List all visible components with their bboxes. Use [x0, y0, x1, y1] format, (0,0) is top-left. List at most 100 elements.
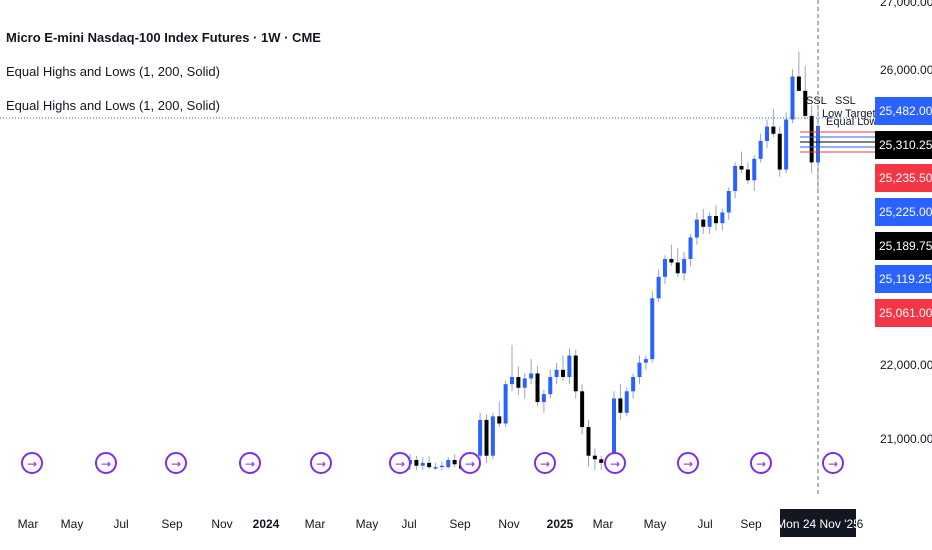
candle-body: [643, 359, 648, 363]
price-label-text: 25,235.50: [879, 171, 932, 185]
candle-body: [790, 76, 795, 120]
candle-body: [535, 373, 540, 403]
event-icon: →: [165, 452, 187, 474]
candle-body: [427, 462, 432, 468]
candle-body: [452, 459, 457, 465]
candle-body: [510, 377, 514, 385]
event-icon-circle: [750, 452, 772, 474]
event-icon-circle: [165, 452, 187, 474]
x-tick-label: 6: [857, 517, 864, 531]
candle-body: [439, 465, 444, 468]
indicator-label-1[interactable]: Equal Highs and Lows (1, 200, Solid): [6, 64, 220, 79]
event-icon-glyph: →: [756, 457, 766, 471]
event-icon-glyph: →: [171, 457, 181, 471]
event-icon-glyph: →: [610, 457, 620, 471]
y-axis: 27,000.00 26,000.00 22,000.00 21,000.00 25,4…: [875, 0, 932, 446]
event-icon: →: [239, 452, 261, 474]
candle-body: [580, 391, 585, 428]
candle-body: [414, 459, 419, 466]
candle-body: [561, 369, 565, 377]
event-icon: →: [677, 452, 699, 474]
candle-body: [663, 258, 667, 277]
annotation-label: SSL: [806, 95, 827, 107]
candle-body: [592, 455, 597, 460]
candle-body: [490, 416, 495, 456]
y-tick-label: 22,000.00: [880, 358, 932, 372]
candle-body: [796, 76, 801, 91]
x-tick-label: May: [356, 517, 379, 531]
x-tick-label: Mar: [18, 517, 39, 531]
candle-body: [541, 394, 546, 403]
candles-layer: [408, 51, 820, 470]
candle-body: [503, 384, 508, 424]
price-label: 25,189.75: [875, 232, 932, 260]
indicator-label-2[interactable]: Equal Highs and Lows (1, 200, Solid): [6, 98, 220, 113]
candle-body: [573, 355, 578, 392]
event-icon-glyph: →: [101, 457, 111, 471]
candle-body: [816, 125, 820, 163]
candle-body: [733, 165, 738, 191]
event-icon-glyph: →: [683, 457, 693, 471]
chart-title: Micro E-mini Nasdaq-100 Index Futures · …: [6, 30, 321, 45]
candle-body: [420, 462, 425, 466]
price-label-bg: [875, 299, 932, 327]
price-label-text: 25,119.25: [879, 272, 932, 286]
event-icon-circle: [310, 452, 332, 474]
event-icon: →: [822, 452, 844, 474]
candle-body: [694, 219, 699, 238]
annotation-label: Low Target: [822, 108, 876, 120]
y-tick-label: 21,000.00: [880, 432, 932, 446]
candle-body: [446, 459, 451, 468]
event-icon: →: [604, 452, 626, 474]
candle-body: [624, 391, 629, 413]
candle-body: [522, 378, 527, 388]
x-tick-label: Sep: [161, 517, 183, 531]
event-icon-circle: [822, 452, 844, 474]
candle-body: [777, 133, 782, 170]
event-icon-circle: [389, 452, 411, 474]
x-tick-label: Nov: [211, 517, 232, 531]
x-tick-label: May: [61, 517, 84, 531]
candle-body: [586, 427, 591, 456]
event-icon-glyph: →: [828, 457, 838, 471]
candle-body: [714, 216, 718, 224]
price-label: 25,061.00: [875, 299, 932, 327]
event-icon: →: [310, 452, 332, 474]
x-tick-label: Mar: [593, 517, 614, 531]
candle-body: [701, 219, 706, 227]
event-icon-glyph: →: [540, 457, 550, 471]
annotation-label: SSL: [835, 95, 856, 107]
price-label-text: 25,061.00: [879, 306, 932, 320]
candle-body: [548, 377, 553, 395]
y-tick-label: 26,000.00: [880, 63, 932, 77]
event-icon-circle: [604, 452, 626, 474]
event-icon-circle: [534, 452, 556, 474]
x-tick-label: Jul: [113, 517, 128, 531]
candle-body: [433, 467, 438, 469]
x-tick-label: Sep: [449, 517, 471, 531]
x-tick-label: 2025: [547, 517, 574, 531]
event-icon: →: [750, 452, 772, 474]
crosshair-date-label: Mon 24 Nov '25: [776, 517, 860, 531]
x-tick-label: 2024: [253, 517, 280, 531]
event-icon-glyph: →: [245, 457, 255, 471]
price-label-bg: [875, 198, 932, 226]
price-label: 25,310.25: [875, 131, 932, 159]
candle-body: [529, 373, 534, 379]
price-label-text: 25,310.25: [879, 138, 932, 152]
event-icon: →: [459, 452, 481, 474]
event-icon-circle: [239, 452, 261, 474]
candle-body: [688, 237, 693, 259]
candle-body: [516, 377, 521, 388]
price-label-bg: [875, 232, 932, 260]
x-tick-label: May: [644, 517, 667, 531]
candle-body: [745, 169, 750, 181]
candle-body: [758, 140, 763, 159]
price-label-bg: [875, 265, 932, 293]
candle-body: [720, 212, 725, 224]
crosshair-date-bg: [780, 509, 856, 537]
x-axis: Mar May Jul Sep Nov 2024 Mar May Jul Sep Nov 2025 Ma…: [18, 509, 864, 537]
event-icon: →: [21, 452, 43, 474]
candle-body: [478, 419, 483, 456]
